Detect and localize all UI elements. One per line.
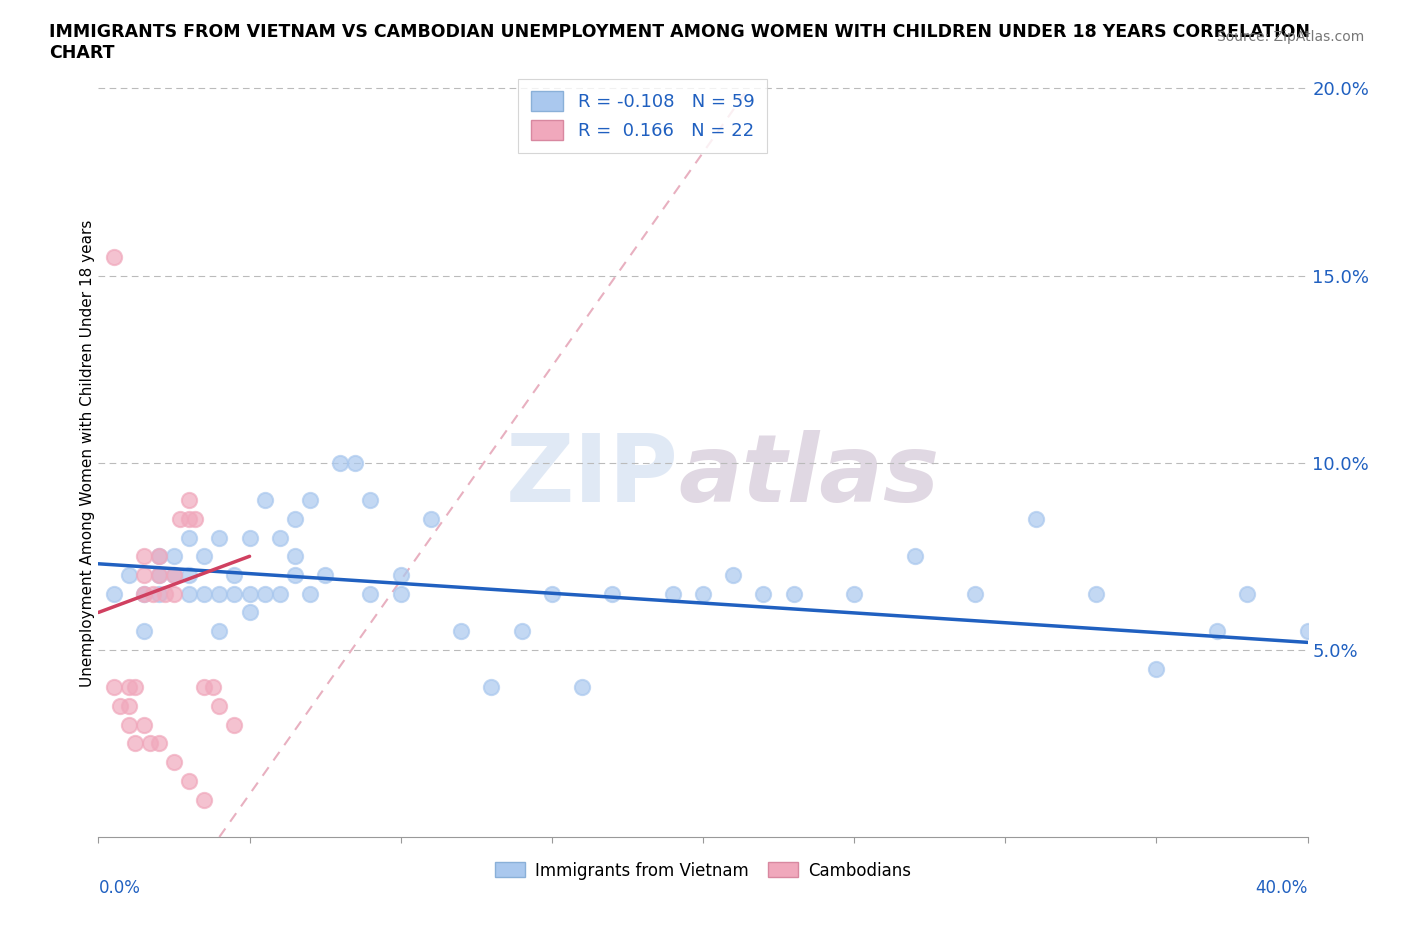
Point	[132, 624, 155, 639]
Point	[602, 586, 624, 601]
Point	[163, 549, 186, 564]
Point	[284, 549, 307, 564]
Point	[965, 586, 987, 601]
Point	[118, 717, 141, 732]
Point	[103, 586, 125, 601]
Point	[783, 586, 806, 601]
Point	[124, 736, 146, 751]
Point	[148, 549, 170, 564]
Point	[103, 249, 125, 264]
Point	[132, 586, 155, 601]
Point	[148, 567, 170, 582]
Point	[148, 549, 170, 564]
Point	[1085, 586, 1108, 601]
Point	[481, 680, 503, 695]
Point	[299, 493, 322, 508]
Point	[314, 567, 336, 582]
Point	[118, 698, 141, 713]
Text: ZIP: ZIP	[506, 431, 679, 523]
Point	[148, 586, 170, 601]
Point	[118, 680, 141, 695]
Point	[420, 512, 443, 526]
Point	[299, 586, 322, 601]
Point	[139, 736, 162, 751]
Text: IMMIGRANTS FROM VIETNAM VS CAMBODIAN UNEMPLOYMENT AMONG WOMEN WITH CHILDREN UNDE: IMMIGRANTS FROM VIETNAM VS CAMBODIAN UNE…	[49, 23, 1310, 41]
Point	[132, 567, 155, 582]
Legend: Immigrants from Vietnam, Cambodians: Immigrants from Vietnam, Cambodians	[488, 855, 918, 886]
Point	[284, 567, 307, 582]
Point	[253, 586, 276, 601]
Point	[179, 567, 201, 582]
Point	[208, 698, 231, 713]
Point	[1024, 512, 1046, 526]
Point	[193, 792, 215, 807]
Point	[163, 586, 186, 601]
Point	[208, 586, 231, 601]
Point	[360, 586, 382, 601]
Point	[360, 493, 382, 508]
Point	[179, 586, 201, 601]
Point	[179, 493, 201, 508]
Point	[208, 624, 231, 639]
Text: 0.0%: 0.0%	[98, 879, 141, 897]
Point	[389, 567, 412, 582]
Point	[540, 586, 562, 601]
Point	[571, 680, 593, 695]
Point	[179, 512, 201, 526]
Point	[344, 456, 367, 471]
Y-axis label: Unemployment Among Women with Children Under 18 years: Unemployment Among Women with Children U…	[80, 219, 94, 687]
Point	[723, 567, 745, 582]
Point	[284, 512, 307, 526]
Point	[132, 586, 155, 601]
Point	[1144, 661, 1167, 676]
Point	[202, 680, 225, 695]
Text: 40.0%: 40.0%	[1256, 879, 1308, 897]
Point	[224, 717, 246, 732]
Point	[118, 567, 141, 582]
Text: Source: ZipAtlas.com: Source: ZipAtlas.com	[1216, 30, 1364, 44]
Point	[253, 493, 276, 508]
Point	[153, 586, 176, 601]
Point	[163, 755, 186, 770]
Point	[1296, 624, 1319, 639]
Point	[844, 586, 866, 601]
Point	[193, 586, 215, 601]
Point	[510, 624, 533, 639]
Point	[163, 567, 186, 582]
Point	[224, 567, 246, 582]
Point	[389, 586, 412, 601]
Point	[269, 530, 291, 545]
Point	[163, 567, 186, 582]
Point	[1236, 586, 1258, 601]
Point	[148, 567, 170, 582]
Point	[193, 549, 215, 564]
Point	[103, 680, 125, 695]
Point	[179, 774, 201, 789]
Point	[142, 586, 165, 601]
Point	[148, 736, 170, 751]
Point	[329, 456, 352, 471]
Point	[193, 680, 215, 695]
Point	[132, 717, 155, 732]
Point	[224, 586, 246, 601]
Point	[692, 586, 714, 601]
Point	[108, 698, 131, 713]
Point	[208, 530, 231, 545]
Point	[124, 680, 146, 695]
Point	[269, 586, 291, 601]
Point	[904, 549, 927, 564]
Point	[169, 512, 191, 526]
Point	[239, 605, 262, 620]
Point	[132, 549, 155, 564]
Text: atlas: atlas	[679, 431, 941, 523]
Point	[239, 530, 262, 545]
Point	[450, 624, 472, 639]
Point	[1206, 624, 1229, 639]
Point	[661, 586, 683, 601]
Point	[184, 512, 207, 526]
Point	[239, 586, 262, 601]
Text: CHART: CHART	[49, 44, 115, 61]
Point	[752, 586, 775, 601]
Point	[179, 530, 201, 545]
